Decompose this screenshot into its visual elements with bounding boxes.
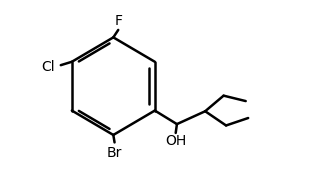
Text: OH: OH (165, 134, 186, 148)
Text: F: F (114, 14, 122, 28)
Text: Br: Br (107, 146, 122, 161)
Text: Cl: Cl (41, 60, 55, 74)
